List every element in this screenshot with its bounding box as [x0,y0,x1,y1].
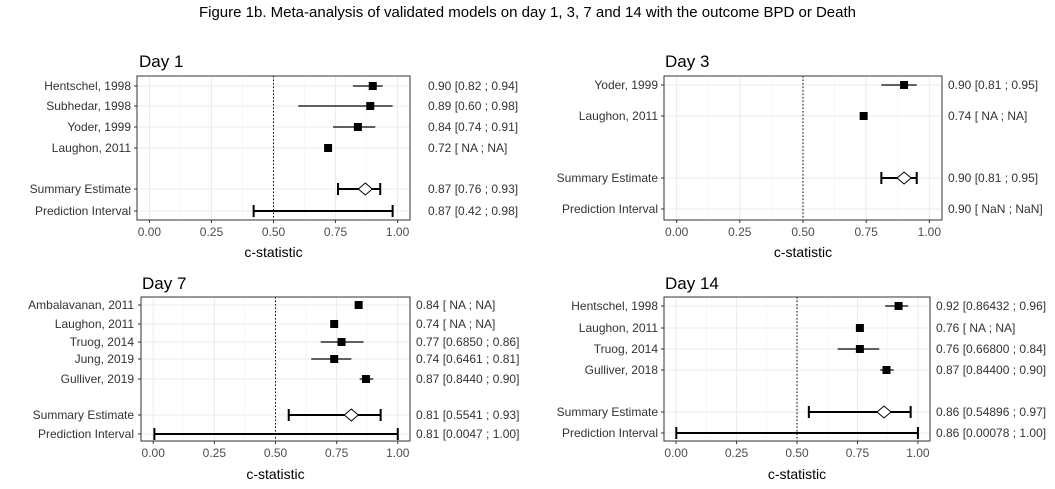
row-estimate-text: 0.90 [0.81 ; 0.95] [948,78,1038,92]
x-tick-label: 0.00 [664,446,688,460]
x-tick-label: 0.75 [846,446,870,460]
x-tick-label: 0.75 [324,225,348,239]
x-axis-label: c-statistic [774,244,832,260]
row-label: Ambalavanan, 2011 [28,298,134,312]
row-label: Summary Estimate [33,408,135,422]
study-point-marker [324,144,333,152]
x-tick-label: 1.00 [918,225,942,239]
x-tick-label: 0.50 [791,225,815,239]
summary-diamond [357,182,374,196]
row-estimate-text: 0.76 [0.66800 ; 0.84] [936,342,1046,356]
study-point-marker [855,324,864,332]
x-tick-label: 0.25 [728,225,752,239]
x-axis-label: c-statistic [768,466,826,482]
panel-title: Day 7 [142,274,186,293]
row-estimate-text: 0.92 [0.86432 ; 0.96] [936,299,1046,313]
row-estimate-text: 0.74 [0.6461 ; 0.81] [416,352,519,366]
row-estimate-text: 0.90 [0.82 ; 0.94] [428,79,518,93]
x-tick-label: 0.50 [264,446,288,460]
x-tick-label: 0.00 [138,225,162,239]
row-estimate-text: 0.72 [ NA ; NA] [428,141,507,155]
x-tick-label: 0.50 [785,446,809,460]
row-label: Summary Estimate [30,182,132,196]
row-label: Yoder, 1999 [594,78,658,92]
row-label: Summary Estimate [557,405,659,419]
study-point-marker [900,81,909,89]
row-estimate-text: 0.87 [0.76 ; 0.93] [428,182,518,196]
figure-title: Figure 1b. Meta-analysis of validated mo… [198,4,857,21]
row-estimate-text: 0.76 [ NA ; NA] [936,321,1015,335]
x-axis-label: c-statistic [244,244,302,260]
row-label: Truog, 2014 [594,342,659,356]
study-point-marker [353,123,362,131]
study-point-marker [361,375,370,383]
x-tick-label: 0.50 [262,225,286,239]
row-label: Gulliver, 2019 [61,372,135,386]
panel-title: Day 3 [665,52,709,71]
row-estimate-text: 0.81 [0.5541 ; 0.93] [416,408,519,422]
summary-diamond [876,405,892,419]
study-point-marker [330,320,339,328]
x-tick-label: 0.75 [325,446,349,460]
study-point-marker [894,302,903,310]
row-estimate-text: 0.84 [ NA ; NA] [416,298,495,312]
row-label: Gulliver, 2018 [585,363,659,377]
row-label: Laughon, 2011 [579,321,659,335]
x-tick-label: 1.00 [386,446,410,460]
row-label: Jung, 2019 [75,352,135,366]
row-label: Prediction Interval [562,202,658,216]
row-estimate-text: 0.77 [0.6850 ; 0.86] [416,335,519,349]
row-estimate-text: 0.87 [0.42 ; 0.98] [428,204,518,218]
panel-day-14: Hentschel, 1998 0.92 [0.86432 ; 0.96] Laug… [557,274,1046,482]
x-tick-label: 0.25 [203,446,227,460]
row-estimate-text: 0.87 [0.8440 ; 0.90] [416,372,519,386]
x-tick-label: 1.00 [386,225,410,239]
x-tick-label: 0.00 [665,225,689,239]
row-estimate-text: 0.87 [0.84400 ; 0.90] [936,363,1046,377]
panel-title: Day 14 [665,274,719,293]
row-label: Prediction Interval [35,204,131,218]
row-label: Laughon, 2011 [52,141,132,155]
row-estimate-text: 0.74 [ NA ; NA] [948,109,1027,123]
row-estimate-text: 0.90 [ NaN ; NaN] [948,202,1043,216]
row-label: Laughon, 2011 [579,109,659,123]
row-label: Laughon, 2011 [55,317,135,331]
study-point-marker [330,355,339,363]
x-tick-label: 0.75 [855,225,879,239]
study-point-marker [855,345,864,353]
row-label: Prediction Interval [38,427,134,441]
row-estimate-text: 0.74 [ NA ; NA] [416,317,495,331]
row-label: Truog, 2014 [70,335,135,349]
study-point-marker [368,82,377,90]
row-label: Prediction Interval [562,426,658,440]
panel-title: Day 1 [139,52,183,71]
row-estimate-text: 0.84 [0.74 ; 0.91] [428,120,518,134]
row-estimate-text: 0.89 [0.60 ; 0.98] [428,99,518,113]
row-estimate-text: 0.86 [0.54896 ; 0.97] [936,405,1046,419]
summary-diamond [896,171,912,185]
study-point-marker [366,102,375,110]
row-label: Summary Estimate [557,171,659,185]
row-estimate-text: 0.90 [0.81 ; 0.95] [948,171,1038,185]
row-label: Yoder, 1999 [67,120,131,134]
x-tick-label: 1.00 [906,446,930,460]
study-point-marker [354,301,363,309]
study-point-marker [337,338,346,346]
panel-day-3: Yoder, 1999 0.90 [0.81 ; 0.95] Laughon, 20… [557,52,1043,260]
x-axis-label: c-statistic [246,466,304,482]
panel-day-1: Hentschel, 1998 0.90 [0.82 ; 0.94] Subheda… [30,52,518,260]
x-tick-label: 0.25 [200,225,224,239]
row-label: Subhedar, 1998 [46,99,131,113]
x-tick-label: 0.25 [725,446,749,460]
study-point-marker [882,366,891,374]
row-estimate-text: 0.81 [0.0047 ; 1.00] [416,427,519,441]
row-label: Hentschel, 1998 [44,79,131,93]
x-tick-label: 0.00 [142,446,166,460]
row-estimate-text: 0.86 [0.00078 ; 1.00] [936,426,1046,440]
panel-day-7: Ambalavanan, 2011 0.84 [ NA ; NA] Laughon,… [28,274,519,482]
row-label: Hentschel, 1998 [571,299,658,313]
study-point-marker [859,112,868,120]
summary-diamond [343,408,360,422]
